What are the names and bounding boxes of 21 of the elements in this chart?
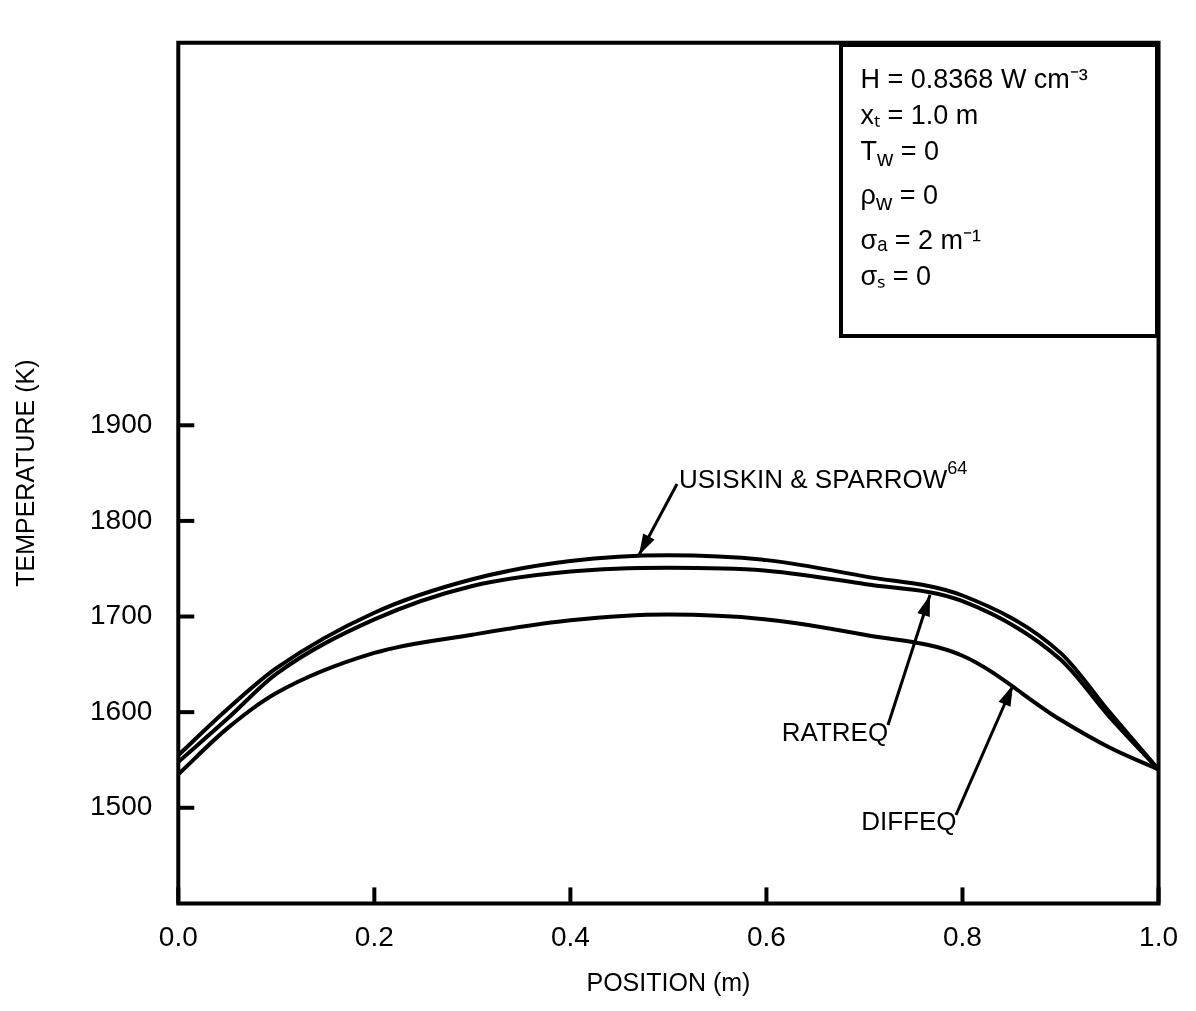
annotation: σₛ = 0 <box>860 259 932 293</box>
x-tick-label: 1.0 <box>1139 920 1179 952</box>
annotation: DIFFEQ <box>861 805 957 836</box>
y-tick-label: 1700 <box>89 599 153 631</box>
x-tick-label: 0.0 <box>158 920 198 952</box>
x-tick-label: 0.8 <box>943 920 982 952</box>
x-axis-title: POSITION (m) <box>586 967 751 996</box>
annotation: H = 0.8368 W cm⁻³ <box>860 62 1089 96</box>
annotation: T$_{w}$ = 0 <box>860 134 941 174</box>
y-tick-label: 1800 <box>89 503 153 535</box>
x-tick-label: 0.6 <box>746 920 786 952</box>
y-tick-label: 1500 <box>89 790 153 822</box>
annotation: xₜ = 1.0 m <box>860 98 980 132</box>
annotation: σₐ = 2 m⁻¹ <box>860 223 982 257</box>
x-tick-label: 0.2 <box>354 920 394 952</box>
y-tick-label: 1900 <box>89 408 153 440</box>
y-axis-title: TEMPERATURE (K) <box>10 359 39 587</box>
annotation: ρ$_{w}$ = 0 <box>860 179 939 218</box>
y-tick-label: 1600 <box>89 694 153 726</box>
annotation: RATREQ <box>781 716 889 747</box>
x-tick-label: 0.4 <box>550 920 590 952</box>
